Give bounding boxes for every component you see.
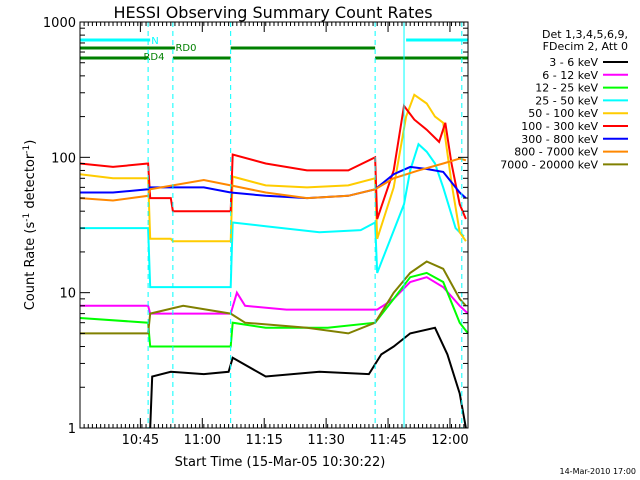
timestamp: 14-Mar-2010 17:00 — [560, 467, 637, 476]
series-line-0 — [149, 326, 467, 429]
legend-label-2: 12 - 25 keV — [535, 82, 598, 95]
legend-label-8: 7000 - 20000 keV — [500, 158, 598, 171]
flags-layer: N RD0 RD4 — [80, 36, 468, 63]
legend-label-5: 100 - 300 keV — [521, 120, 598, 133]
y-axis-label-sup2: -1 — [22, 145, 32, 154]
flag-label-n: N — [151, 36, 158, 47]
y-axis-label-sup1: -1 — [22, 213, 32, 222]
chart-title: HESSI Observing Summary Count Rates — [113, 3, 432, 22]
x-tick-label-2: 11:15 — [245, 433, 282, 448]
x-tick-label-5: 12:00 — [431, 433, 468, 448]
y-axis-label: Count Rate (s-1 detector-1) — [22, 140, 38, 311]
series-line-2 — [79, 271, 469, 348]
series-line-7 — [79, 157, 467, 202]
series-line-3 — [80, 142, 465, 289]
flag-label-rd4: RD4 — [143, 52, 164, 63]
flag-label-rd0: RD0 — [175, 43, 196, 54]
legend-label-0: 3 - 6 keV — [549, 56, 598, 69]
series-line-1 — [80, 276, 469, 315]
legend: Det 1,3,4,5,6,9, FDecim 2, Att 0 3 - 6 k… — [500, 28, 628, 171]
legend-header-line1: Det 1,3,4,5,6,9, — [542, 28, 628, 41]
y-tick-label-1: 10 — [59, 287, 76, 302]
x-tick-label-1: 11:00 — [184, 433, 221, 448]
plot-frame — [79, 21, 469, 429]
y-tick-label-3: 1000 — [43, 16, 76, 31]
x-tick-label-4: 11:45 — [369, 433, 406, 448]
series-line-8 — [80, 260, 467, 335]
legend-label-7: 800 - 7000 keV — [514, 146, 598, 159]
legend-header-line2: FDecim 2, Att 0 — [543, 40, 628, 53]
legend-label-4: 50 - 100 keV — [528, 107, 598, 120]
x-tick-label-0: 10:45 — [122, 433, 159, 448]
legend-label-1: 6 - 12 keV — [542, 69, 598, 82]
series-line-4 — [79, 93, 467, 243]
x-axis-label: Start Time (15-Mar-05 10:30:22) — [175, 455, 386, 470]
data-layer — [79, 93, 469, 429]
legend-label-3: 25 - 50 keV — [535, 94, 598, 107]
y-tick-label-0: 1 — [68, 422, 76, 437]
y-axis-label-part1: Count Rate (s — [23, 222, 38, 311]
y-axis-label-part2: detector — [23, 153, 38, 213]
y-tick-label-2: 100 — [51, 151, 76, 166]
y-axis-label-part3: ) — [23, 140, 38, 145]
vertical-lines-layer — [79, 22, 463, 428]
x-tick-label-3: 11:30 — [307, 433, 344, 448]
legend-label-6: 300 - 800 keV — [521, 133, 598, 146]
ticks-layer: 1 10 100 1000 10:45 11:00 11:15 11:30 11:45 12:00 — [43, 16, 469, 448]
series-line-5 — [79, 103, 467, 220]
